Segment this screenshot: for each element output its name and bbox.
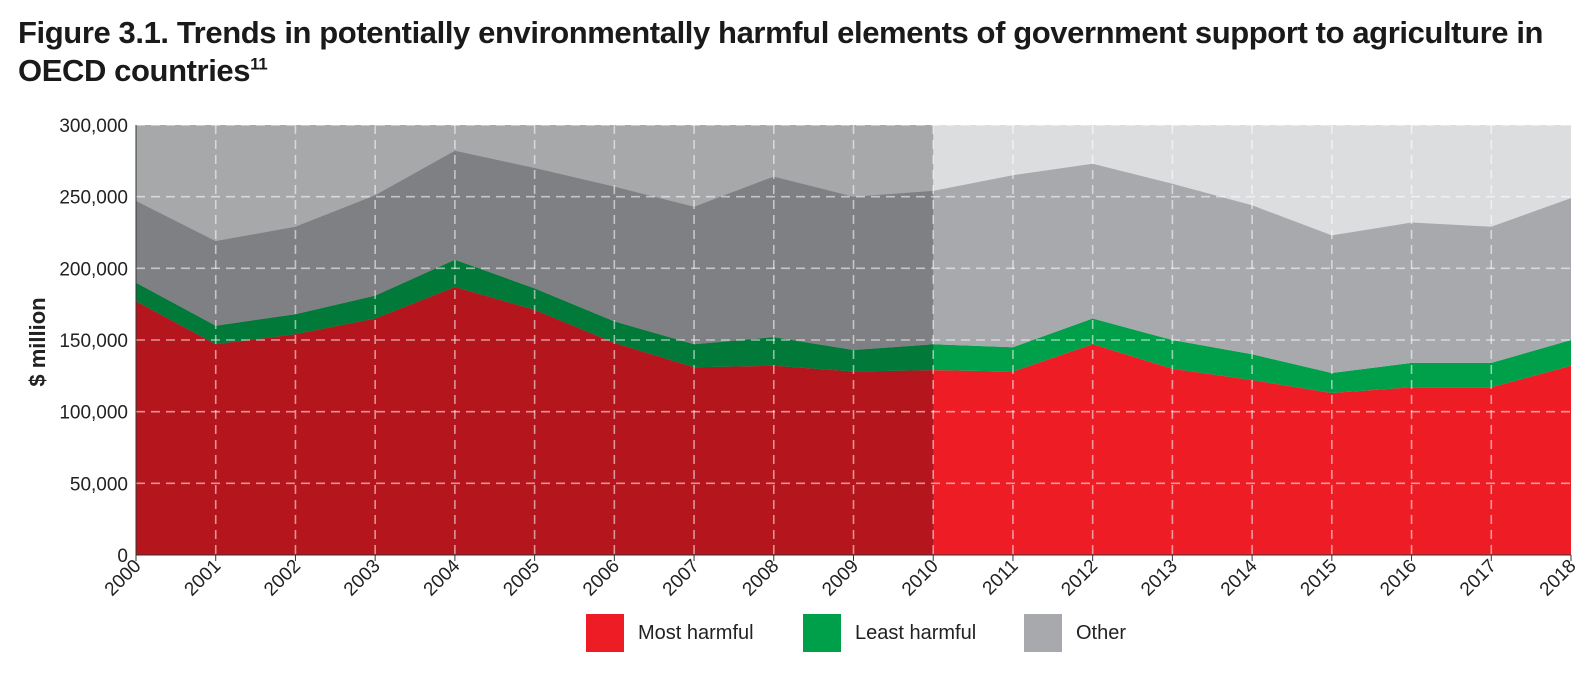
x-tick-label: 2011 (979, 556, 1023, 600)
legend-label-most-harmful: Most harmful (638, 621, 754, 644)
legend-label-least-harmful: Least harmful (855, 621, 977, 644)
x-tick-label: 2006 (579, 556, 624, 601)
x-tick-label: 2003 (340, 556, 385, 601)
gridlines (136, 124, 1571, 555)
legend-swatch-other (1024, 614, 1062, 652)
x-tick-label: 2016 (1376, 556, 1421, 601)
y-tick-label: 250,000 (59, 188, 128, 209)
x-tick-label: 2015 (1297, 556, 1342, 601)
x-tick-label: 2009 (818, 556, 863, 601)
y-axis-title: $ million (25, 297, 50, 386)
x-tick-label: 2017 (1456, 556, 1501, 601)
legend-swatch-most-harmful (586, 614, 624, 652)
x-tick-label: 2013 (1137, 556, 1182, 601)
x-tick-label: 2012 (1057, 556, 1102, 601)
x-tick-label: 2004 (420, 555, 465, 600)
x-tick-label: 2002 (260, 556, 305, 601)
x-tick-label: 2005 (499, 556, 544, 601)
y-tick-label: 100,000 (59, 403, 128, 424)
figure-title-text: Figure 3.1. Trends in potentially enviro… (18, 15, 1544, 88)
x-tick-label: 2014 (1217, 555, 1262, 600)
x-tick-label: 2018 (1536, 556, 1581, 601)
y-tick-label: 50,000 (70, 474, 128, 495)
stacked-area-chart: 0 50,000 100,000 150,000 200,000 250,000 300,0… (25, 116, 1581, 601)
chart-legend: Most harmful Least harmful Other (0, 614, 1596, 654)
x-tick-label: 2001 (181, 556, 226, 601)
y-tick-label: 200,000 (59, 259, 128, 280)
legend-item-least-harmful: Least harmful (803, 614, 976, 652)
x-tick-label: 2008 (739, 556, 784, 601)
x-tick-label: 2010 (898, 556, 943, 601)
legend-item-other: Other (1024, 614, 1126, 652)
legend-swatch-least-harmful (803, 614, 841, 652)
area-least-harmful (136, 259, 1571, 393)
legend-label-other: Other (1076, 621, 1127, 644)
x-tick-label: 2000 (101, 556, 146, 601)
y-tick-label: 150,000 (59, 331, 128, 352)
y-tick-label: 300,000 (59, 116, 128, 137)
footnote-marker: 11 (250, 54, 268, 74)
area-most-harmful (136, 287, 1571, 555)
figure-title: Figure 3.1. Trends in potentially enviro… (18, 14, 1578, 90)
y-tick-label: 0 (117, 546, 128, 567)
x-tick-label: 2007 (659, 556, 704, 601)
legend-item-most-harmful: Most harmful (586, 614, 754, 652)
